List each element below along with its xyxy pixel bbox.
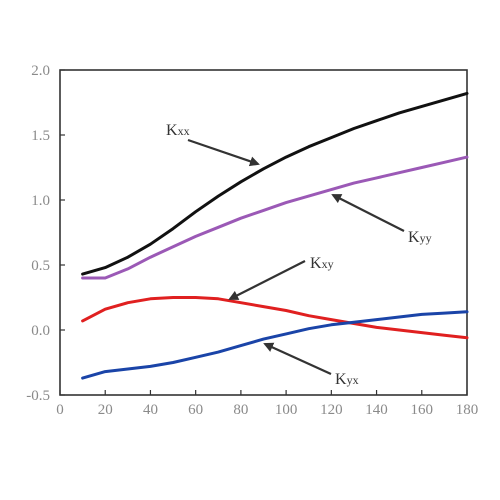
annotation-sub-kyy: yy [420, 231, 432, 245]
x-tick-label: 100 [275, 402, 298, 418]
x-tick-label: 40 [143, 402, 158, 418]
series-lines [81, 91, 469, 380]
annotation-label-kxx: Kxx [166, 122, 190, 139]
x-tick-label: 180 [456, 402, 479, 418]
x-tick-label: 20 [98, 402, 113, 418]
y-tick-label: -0.5 [26, 388, 50, 404]
x-tick-label: 140 [365, 402, 388, 418]
y-tick-label: 1.0 [31, 193, 50, 209]
x-tick-label: 80 [233, 402, 248, 418]
x-axis: 0 20 40 60 80 100 120 140 160 180 [56, 390, 478, 418]
plot-border [59, 69, 468, 396]
annotation-arrow-kxx [187, 138, 260, 167]
annotation-arrow-kxy [228, 260, 306, 300]
annotation-label-kyx: Kyx [335, 371, 359, 388]
y-tick-label: 2.0 [31, 63, 50, 79]
x-tick-label: 160 [411, 402, 434, 418]
annotation-main-kxx: K [166, 122, 178, 139]
annotation-label-kyy: Kyy [408, 229, 432, 246]
annotation-sub-kyx: yx [347, 373, 359, 387]
annotation-arrow-kyx [263, 342, 332, 376]
series-line-kyy [81, 155, 469, 280]
annotation-main-kyx: K [335, 371, 347, 388]
x-tick-label: 60 [188, 402, 203, 418]
annotation-sub-kxx: xx [178, 124, 190, 138]
y-axis: -0.5 0.0 0.5 1.0 1.5 2.0 [26, 63, 65, 404]
y-tick-label: 1.5 [31, 128, 50, 144]
x-tick-label: 120 [320, 402, 343, 418]
x-tick-label: 0 [56, 402, 64, 418]
series-line-kxy [81, 296, 469, 340]
y-tick-label: 0.0 [31, 323, 50, 339]
plot-frame [59, 69, 468, 396]
annotation-main-kxy: K [310, 255, 322, 272]
annotation-arrow-kyy [331, 194, 405, 232]
annotation-label-kxy: Kxy [310, 255, 334, 272]
series-line-kyx [81, 310, 469, 380]
y-tick-label: 0.5 [31, 258, 50, 274]
annotation-main-kyy: K [408, 229, 420, 246]
annotation-sub-kxy: xy [322, 257, 334, 271]
series-line-kxx [81, 91, 469, 276]
